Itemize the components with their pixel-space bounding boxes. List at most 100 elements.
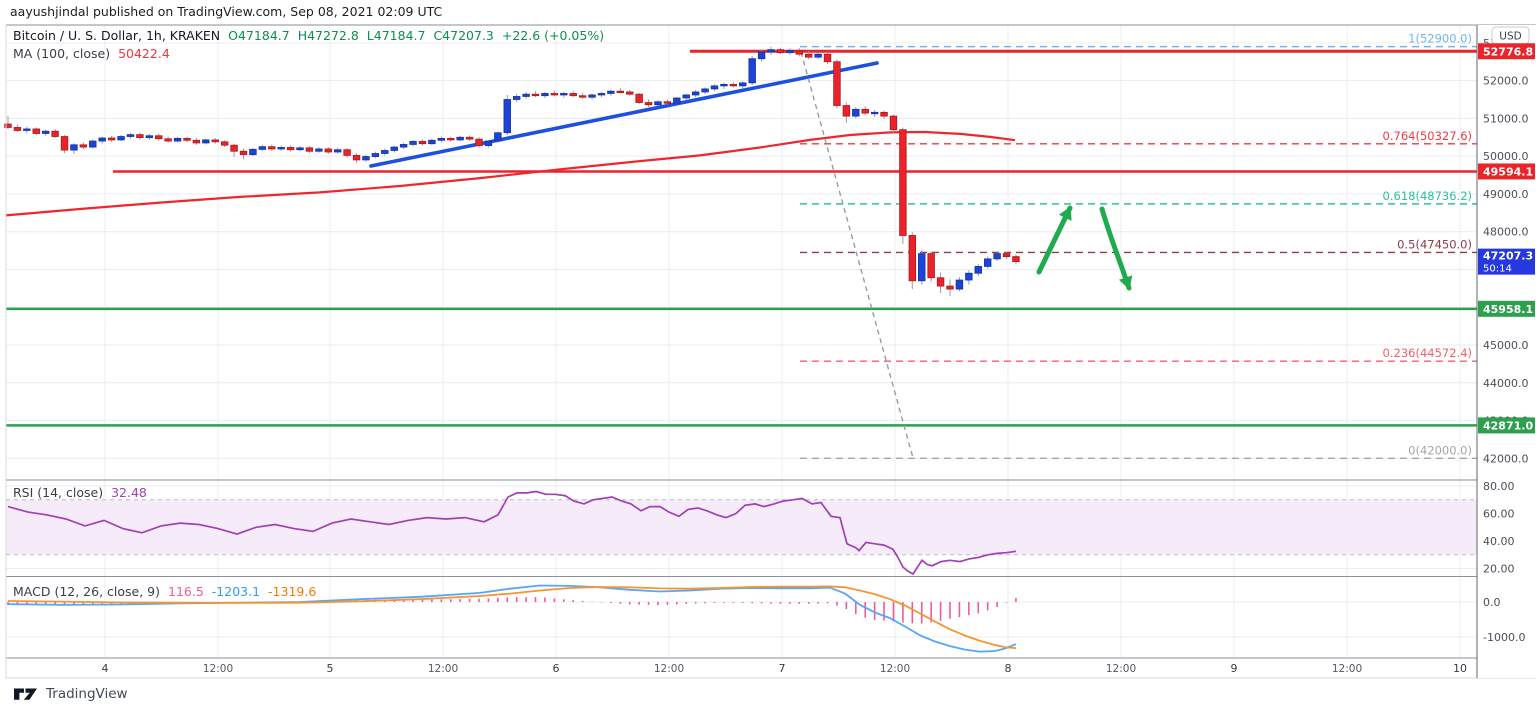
ohlc-low: L47184.7 — [366, 28, 426, 43]
candle-body — [870, 111, 879, 115]
price-tick-label: 52000.0 — [1483, 75, 1529, 88]
candle-body — [710, 85, 719, 90]
candle-body — [268, 146, 276, 150]
candle-body — [757, 51, 766, 60]
candle-body — [983, 258, 992, 267]
green-arrow-up — [1036, 205, 1073, 275]
tradingview-logo-icon — [14, 688, 37, 700]
candle-body — [918, 253, 926, 282]
rsi-tick-label: 20.00 — [1483, 563, 1515, 576]
candle-body — [805, 53, 813, 58]
ma-100-line — [5, 130, 1016, 217]
macd-signal-line — [7, 585, 1017, 650]
candle-body — [842, 105, 851, 117]
ohlc-high: H47272.8 — [297, 28, 359, 43]
price-tick-label: 45000.0 — [1483, 339, 1529, 352]
candle-body — [550, 93, 559, 96]
currency-button[interactable]: USD — [1491, 26, 1530, 45]
candle-body — [145, 135, 153, 139]
candle-body — [173, 137, 182, 142]
candle-body — [305, 147, 314, 152]
candle-body — [852, 108, 860, 117]
candle-body — [409, 141, 417, 145]
price-tick-label: 48000.0 — [1483, 226, 1529, 239]
candle-body — [607, 90, 615, 94]
price-label-text: 52776.8 — [1483, 45, 1533, 58]
rsi-line — [7, 490, 1017, 576]
candle-body — [371, 153, 380, 157]
macd-hist-value: 116.5 — [168, 584, 204, 599]
candle-body — [541, 93, 549, 97]
fib-retracement-levels: 1(52900.0) 0.764(50327.6) 0.618(48736.2) 0.… — [800, 32, 1477, 460]
price-label-text: 45958.1 — [1483, 303, 1533, 316]
rsi-tick-label: 40.00 — [1483, 535, 1515, 548]
price-label-pill: 47207.350:14 — [1478, 248, 1535, 275]
candle-body — [381, 150, 389, 154]
time-tick-label: 12:00 — [203, 663, 233, 675]
fib-label: 0.618(48736.2) — [1383, 189, 1472, 203]
candle-body — [70, 144, 78, 151]
candle-body — [691, 91, 700, 96]
price-label-bg — [1478, 163, 1535, 180]
price-axis[interactable]: 53000.052000.051000.050000.049000.048000… — [1476, 25, 1536, 678]
time-axis[interactable]: 4 12:00 5 12:00 6 12:00 7 12:00 8 12:00 9 12:00 10 — [102, 662, 1468, 675]
price-tick-label: 49000.0 — [1483, 188, 1529, 201]
price-label-bg — [1478, 300, 1535, 317]
candle-body — [880, 111, 888, 117]
time-tick-label: 12:00 — [428, 663, 458, 675]
candle-body — [899, 129, 907, 236]
candle-body — [1012, 256, 1020, 263]
tradingview-brand[interactable]: TradingView — [14, 686, 128, 702]
price-label-bg — [1478, 43, 1535, 60]
candle-body — [616, 90, 624, 93]
tradingview-brand-text: TradingView — [46, 686, 128, 702]
candle-body — [908, 235, 917, 282]
candle-body — [390, 146, 398, 151]
time-tick-label: 12:00 — [880, 663, 910, 675]
fib-label: 1(52900.0) — [1408, 32, 1472, 46]
candle-body — [814, 53, 822, 58]
candle-body — [597, 93, 606, 96]
candle-body — [776, 49, 785, 54]
candle-body — [418, 141, 427, 145]
grid-lines — [6, 25, 1477, 658]
candle-body — [315, 148, 323, 152]
candle-body — [503, 99, 511, 134]
candle-body — [795, 49, 803, 55]
time-tick-label: 5 — [327, 662, 334, 675]
candle-body — [673, 97, 681, 104]
publish-header: aayushjindal published on TradingView.co… — [10, 4, 443, 19]
candle-body — [748, 58, 756, 84]
macd-line-value: -1203.1 — [211, 584, 261, 599]
price-label-text: 42871.0 — [1483, 419, 1533, 432]
candle-body — [1002, 253, 1011, 258]
candle-body — [41, 130, 50, 134]
time-tick-label: 7 — [779, 662, 786, 675]
candle-body — [183, 137, 191, 141]
trendline-blue — [369, 61, 879, 168]
dashed-projection-line — [800, 51, 914, 459]
time-tick-label: 9 — [1231, 662, 1238, 675]
candle-body — [512, 96, 521, 100]
candle-body — [249, 148, 257, 156]
candle-body — [343, 149, 351, 156]
macd-tick-label: 0.0 — [1483, 596, 1501, 609]
candle-body — [484, 140, 493, 146]
candle-body — [211, 139, 219, 143]
candle-body — [437, 137, 446, 141]
symbol-legend: Bitcoin / U. S. Dollar, 1h, KRAKEN O47184… — [13, 28, 604, 43]
ohlc-change: +22.6 (+0.05%) — [501, 28, 605, 43]
macd-label: MACD (12, 26, close, 9) — [13, 584, 160, 599]
candle-body — [324, 148, 332, 153]
time-tick-label: 12:00 — [1332, 663, 1362, 675]
rsi-tick-label: 80.00 — [1483, 480, 1515, 493]
candle-body — [447, 137, 455, 141]
candle-body — [239, 150, 248, 156]
fib-label: 0.764(50327.6) — [1383, 129, 1472, 143]
price-label-text: 47207.3 — [1483, 250, 1533, 263]
candle-body — [494, 132, 502, 142]
candle-body — [126, 134, 135, 137]
ma-label: MA (100, close) — [13, 46, 111, 61]
